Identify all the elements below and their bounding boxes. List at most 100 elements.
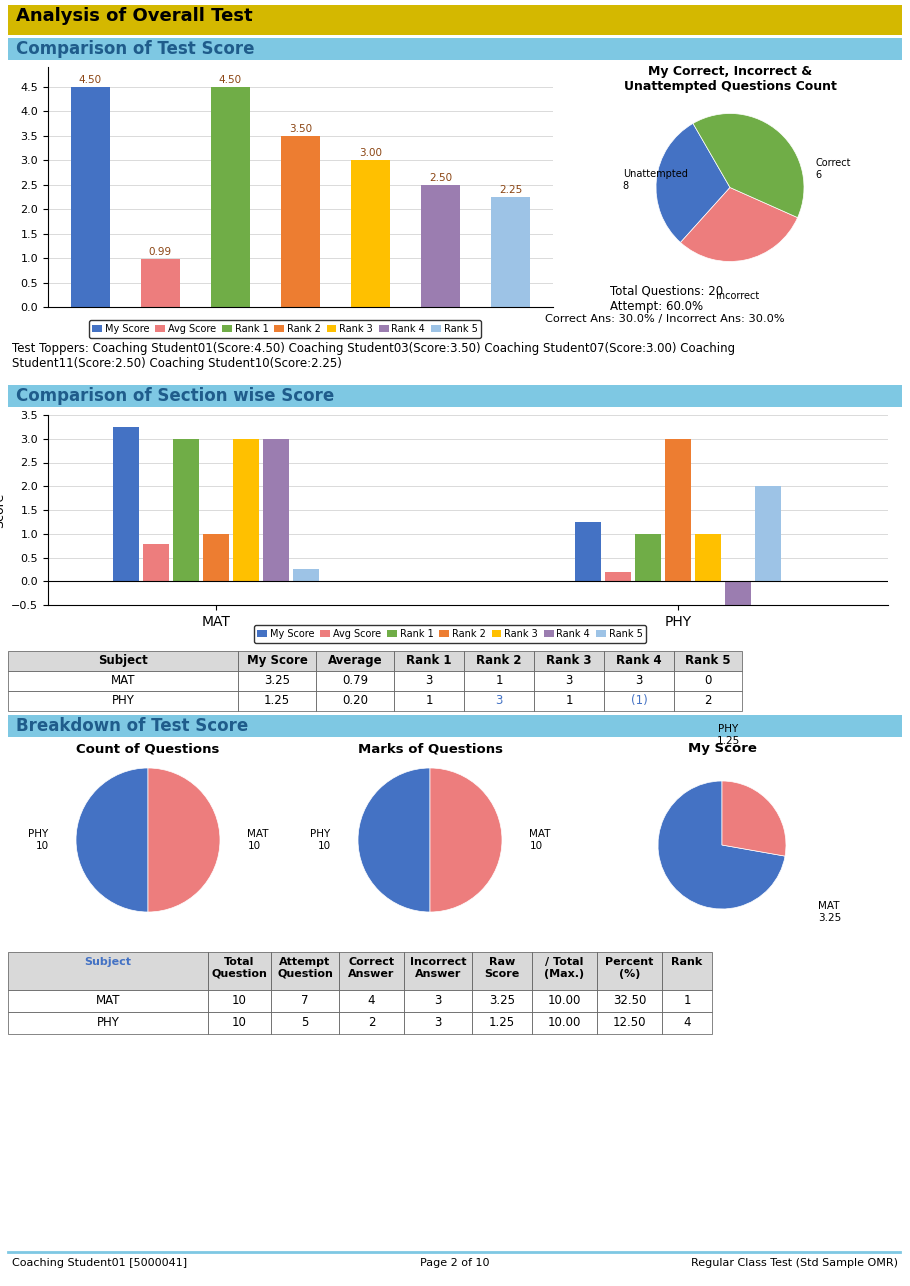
Bar <box>724 581 751 604</box>
Text: 7: 7 <box>301 994 308 1007</box>
Text: / Total
(Max.): / Total (Max.) <box>544 957 584 979</box>
Text: Rank 2: Rank 2 <box>476 655 521 667</box>
Text: 10.00: 10.00 <box>548 994 581 1007</box>
Text: Incorrect
Answer: Incorrect Answer <box>410 957 466 979</box>
Text: 3: 3 <box>565 674 572 687</box>
Bar <box>339 1012 404 1034</box>
Bar <box>534 671 604 691</box>
Text: Correct Ans: 30.0% / Incorrect Ans: 30.0%: Correct Ans: 30.0% / Incorrect Ans: 30.0… <box>545 314 784 324</box>
Bar <box>271 1012 339 1034</box>
Text: 2: 2 <box>368 1016 375 1029</box>
Bar <box>211 86 249 307</box>
Text: Average: Average <box>328 655 382 667</box>
Bar <box>271 990 339 1012</box>
Bar <box>472 990 532 1012</box>
Legend: My Score, Avg Score, Rank 1, Rank 2, Rank 3, Rank 4, Rank 5: My Score, Avg Score, Rank 1, Rank 2, Ran… <box>88 320 481 338</box>
Text: 1.25: 1.25 <box>489 1016 515 1029</box>
Bar <box>8 691 238 711</box>
Text: 3: 3 <box>425 674 432 687</box>
Bar <box>604 671 674 691</box>
Text: PHY
10: PHY 10 <box>28 829 48 851</box>
Text: Marks of Questions: Marks of Questions <box>358 742 502 755</box>
Text: PHY
10: PHY 10 <box>310 829 330 851</box>
Bar <box>263 439 289 581</box>
Bar <box>394 671 464 691</box>
Legend: My Score, Avg Score, Rank 1, Rank 2, Rank 3, Rank 4, Rank 5: My Score, Avg Score, Rank 1, Rank 2, Ran… <box>254 625 646 643</box>
Bar <box>532 952 597 990</box>
Text: 3.00: 3.00 <box>359 148 382 158</box>
Text: 2.25: 2.25 <box>500 185 522 195</box>
Text: Total Questions: 20: Total Questions: 20 <box>610 285 723 298</box>
Bar <box>464 671 534 691</box>
Text: Page 2 of 10: Page 2 of 10 <box>420 1258 490 1268</box>
Bar <box>8 651 238 671</box>
Text: MAT: MAT <box>96 994 120 1007</box>
Text: 3: 3 <box>495 694 502 707</box>
Bar <box>339 952 404 990</box>
Bar <box>534 691 604 711</box>
Bar <box>143 544 169 581</box>
Text: Raw
Score: Raw Score <box>484 957 520 979</box>
Bar <box>604 691 674 711</box>
Text: PHY: PHY <box>112 694 135 707</box>
Bar <box>8 952 208 990</box>
Text: My Score: My Score <box>688 742 756 755</box>
Wedge shape <box>681 188 797 261</box>
Text: Rank 1: Rank 1 <box>406 655 451 667</box>
Text: 1: 1 <box>425 694 433 707</box>
Text: 4.50: 4.50 <box>78 75 102 85</box>
Text: 1: 1 <box>495 674 502 687</box>
Text: MAT
10: MAT 10 <box>530 829 551 851</box>
Text: Analysis of Overall Test: Analysis of Overall Test <box>16 6 253 24</box>
Wedge shape <box>430 768 502 912</box>
Wedge shape <box>76 768 148 912</box>
Bar <box>464 691 534 711</box>
Bar <box>532 990 597 1012</box>
Bar <box>173 439 199 581</box>
Bar <box>674 671 742 691</box>
Bar <box>532 1012 597 1034</box>
Bar <box>491 197 530 307</box>
Text: Coaching Student01 [5000041]: Coaching Student01 [5000041] <box>12 1258 187 1268</box>
Text: 32.50: 32.50 <box>612 994 646 1007</box>
Text: MAT
10: MAT 10 <box>248 829 268 851</box>
Text: 10: 10 <box>232 1016 247 1029</box>
Bar <box>238 691 316 711</box>
Bar <box>754 486 781 581</box>
Bar <box>8 385 902 406</box>
Text: Attempt
Question: Attempt Question <box>277 957 333 979</box>
Text: My Correct, Incorrect &
Unattempted Questions Count: My Correct, Incorrect & Unattempted Ques… <box>623 66 836 93</box>
Bar <box>141 258 179 307</box>
Text: 2.50: 2.50 <box>430 172 452 183</box>
Text: 10.00: 10.00 <box>548 1016 581 1029</box>
Bar <box>404 1012 472 1034</box>
Wedge shape <box>693 113 804 217</box>
Text: Total
Question: Total Question <box>211 957 268 979</box>
Wedge shape <box>358 768 430 912</box>
Text: 0: 0 <box>704 674 712 687</box>
Text: 10: 10 <box>232 994 247 1007</box>
Text: Count of Questions: Count of Questions <box>76 742 219 755</box>
Bar <box>597 990 662 1012</box>
Text: Rank 5: Rank 5 <box>685 655 731 667</box>
Bar <box>394 691 464 711</box>
Text: Attempt: 60.0%: Attempt: 60.0% <box>610 300 703 312</box>
Text: 0.79: 0.79 <box>342 674 368 687</box>
Bar <box>71 86 109 307</box>
Bar <box>208 952 271 990</box>
Text: MAT
3.25: MAT 3.25 <box>818 901 841 923</box>
Bar <box>271 952 339 990</box>
Text: Rank: Rank <box>672 957 703 967</box>
Text: 2: 2 <box>704 694 712 707</box>
Text: Comparison of Test Score: Comparison of Test Score <box>16 40 255 58</box>
Bar <box>316 671 394 691</box>
Text: (1): (1) <box>631 694 647 707</box>
Bar <box>597 952 662 990</box>
Text: 3.25: 3.25 <box>489 994 515 1007</box>
Bar <box>233 439 259 581</box>
Bar <box>665 439 692 581</box>
Text: 0.20: 0.20 <box>342 694 368 707</box>
Text: PHY: PHY <box>96 1016 119 1029</box>
Bar <box>208 990 271 1012</box>
Bar <box>597 1012 662 1034</box>
